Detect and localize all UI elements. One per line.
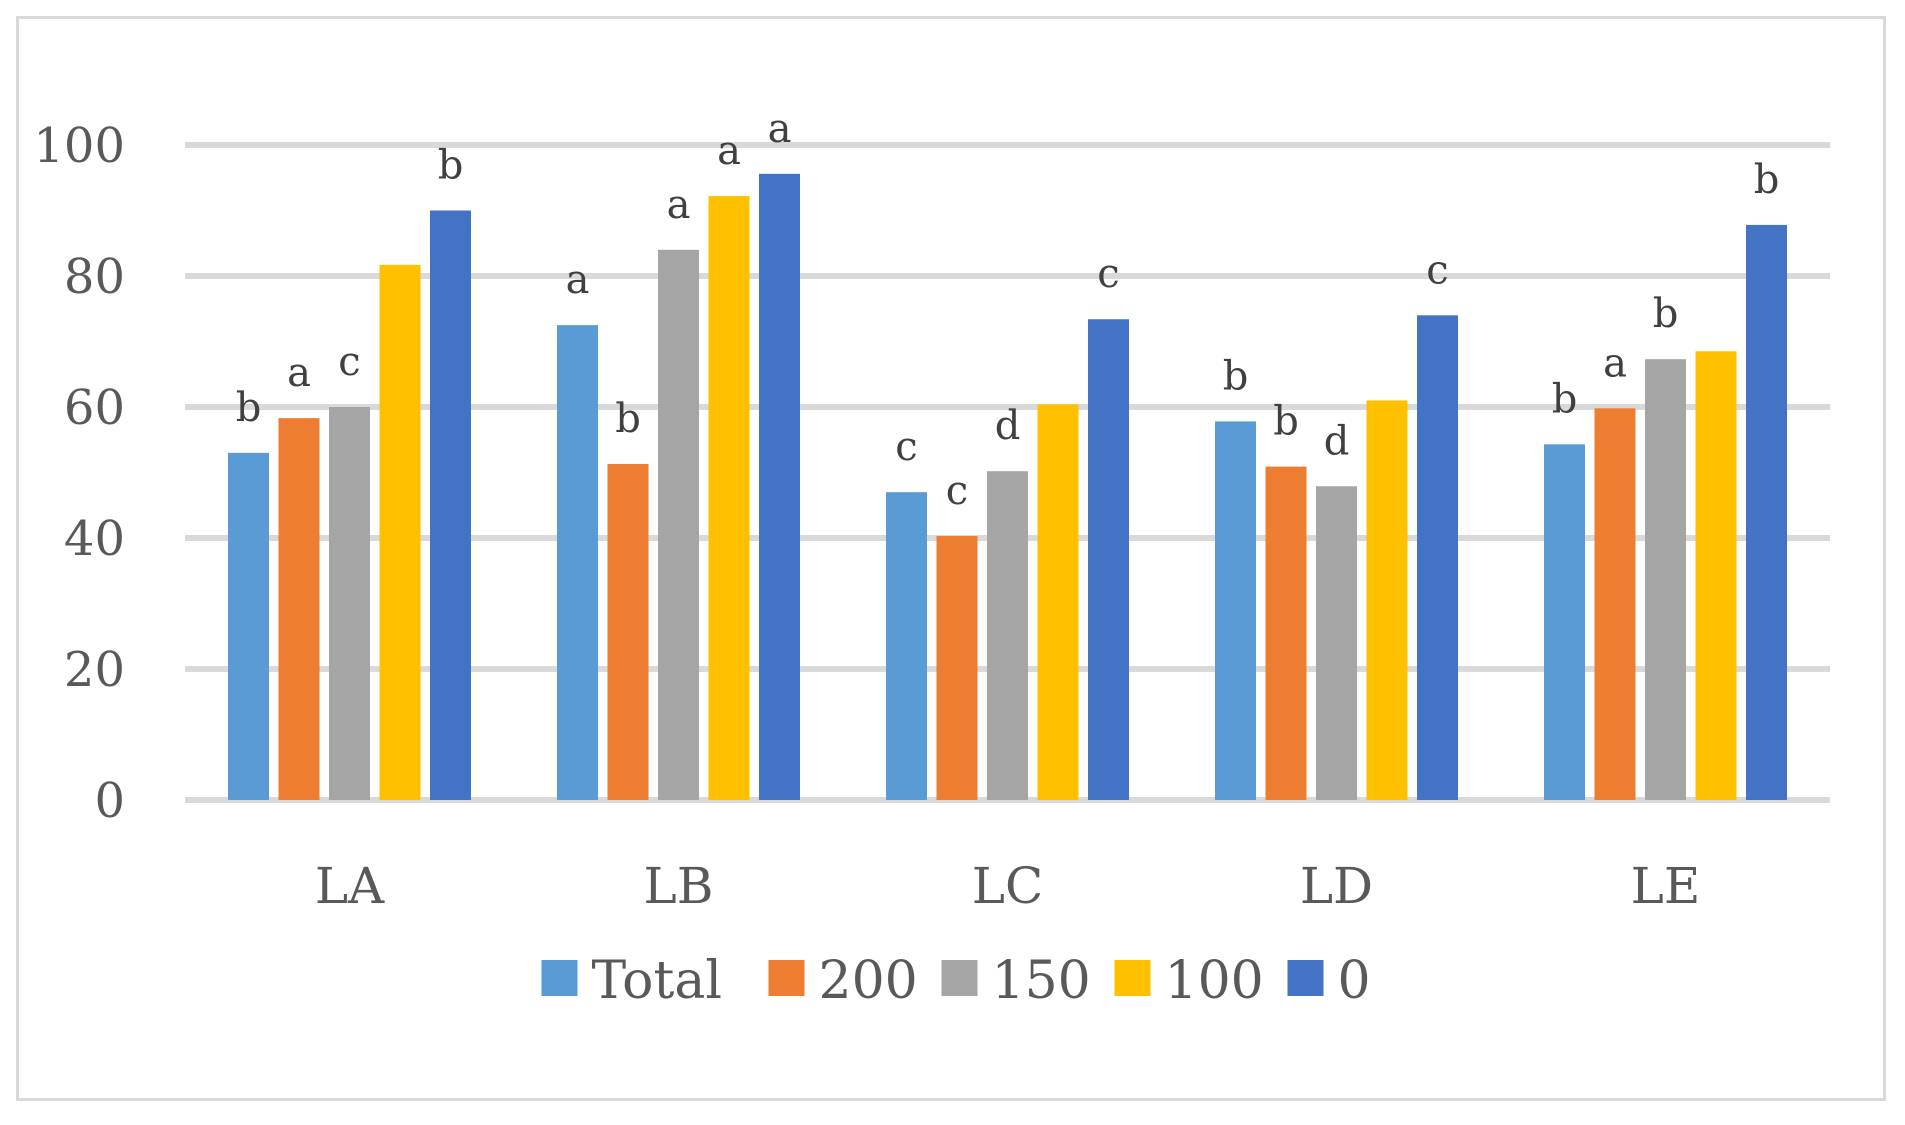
significance-letter: a <box>667 182 691 228</box>
bar-lb-series-0 <box>557 325 598 800</box>
bar-ld-series-3 <box>1366 400 1408 800</box>
y-tick-label: 60 <box>64 380 125 436</box>
bar-le-series-3 <box>1695 351 1737 800</box>
bar-ld-series-4 <box>1417 315 1458 800</box>
significance-letter: a <box>287 350 311 396</box>
bar-lb-series-2 <box>658 249 699 801</box>
bar-le-series-4 <box>1746 224 1787 800</box>
significance-letter: c <box>1426 247 1448 293</box>
significance-letter: c <box>1097 251 1119 297</box>
bar-le-series-1 <box>1594 408 1636 800</box>
bar-lb-series-4 <box>759 173 800 800</box>
bar-lb-series-1 <box>607 463 649 800</box>
significance-letter: b <box>1552 376 1578 422</box>
significance-letter: a <box>566 257 590 303</box>
y-tick-label: 0 <box>94 773 125 829</box>
legend-label-3: 100 <box>1165 951 1264 1011</box>
significance-letter: b <box>1653 291 1679 337</box>
bar-la-series-4 <box>430 210 471 800</box>
legend-swatch-4 <box>1287 960 1324 996</box>
legend: Total 200 150 100 0 <box>541 951 1371 1011</box>
bar-le-series-2 <box>1645 359 1686 800</box>
significance-letter: b <box>236 385 262 431</box>
bar-lc-series-0 <box>886 492 927 800</box>
significance-letter: b <box>438 143 464 189</box>
legend-swatch-1 <box>768 960 805 996</box>
x-tick-label-ld: LD <box>1300 857 1373 915</box>
bar-lc-series-4 <box>1088 319 1129 800</box>
significance-letter: d <box>1324 418 1350 464</box>
x-axis-category-labels: LA LB LC LD LE <box>315 857 1701 915</box>
bar-la-series-0 <box>228 452 269 800</box>
significance-letter: b <box>1223 353 1249 399</box>
bar-lc-series-3 <box>1037 404 1079 800</box>
bars <box>228 173 1787 801</box>
chart-frame <box>16 16 1886 1101</box>
bar-ld-series-0 <box>1215 421 1256 800</box>
bar-la-series-1 <box>278 418 320 800</box>
bar-lc-series-2 <box>987 471 1028 800</box>
x-tick-label-lb: LB <box>644 857 714 915</box>
x-tick-label-la: LA <box>315 857 385 915</box>
bar-la-series-3 <box>379 264 421 800</box>
y-tick-label: 40 <box>64 511 125 567</box>
significance-letter: d <box>995 403 1021 449</box>
bar-ld-series-1 <box>1265 466 1307 800</box>
significance-letter: a <box>768 106 792 152</box>
bar-ld-series-2 <box>1316 486 1357 800</box>
significance-letter: b <box>615 396 641 442</box>
legend-swatch-0 <box>541 960 578 996</box>
significance-letter: c <box>895 424 917 470</box>
x-tick-label-le: LE <box>1631 857 1701 915</box>
y-tick-label: 20 <box>64 642 125 698</box>
bar-lc-series-1 <box>936 536 978 800</box>
bar-le-series-0 <box>1544 444 1585 800</box>
legend-label-0: Total <box>592 951 722 1011</box>
significance-letter: b <box>1754 157 1780 203</box>
legend-label-4: 0 <box>1338 951 1371 1011</box>
y-tick-label: 100 <box>33 118 125 174</box>
legend-label-1: 200 <box>819 951 918 1011</box>
legend-swatch-2 <box>941 960 978 996</box>
significance-letter: a <box>1603 340 1627 386</box>
x-tick-label-lc: LC <box>972 857 1043 915</box>
significance-letter: c <box>338 339 360 385</box>
significance-letter: c <box>946 468 968 514</box>
legend-label-2: 150 <box>992 951 1091 1011</box>
y-tick-label: 80 <box>64 249 125 305</box>
significance-letter: b <box>1273 399 1299 445</box>
bar-la-series-2 <box>329 407 370 800</box>
bar-lb-series-3 <box>708 196 750 801</box>
legend-swatch-3 <box>1114 960 1151 996</box>
y-axis-tick-labels: 0 20 40 60 80 100 <box>33 118 125 829</box>
significance-letter: a <box>717 128 741 174</box>
